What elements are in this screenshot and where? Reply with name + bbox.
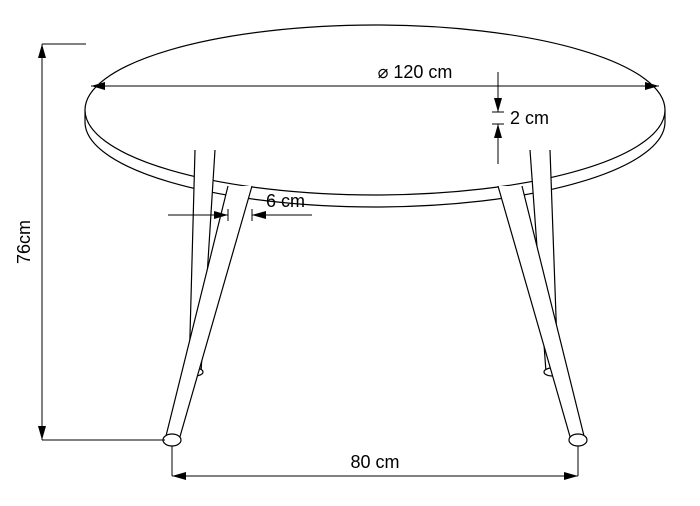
leg-front-left-foot	[163, 434, 181, 446]
dim-diameter-label: ⌀ 120 cm	[378, 62, 453, 82]
leg-front-right-foot	[569, 434, 587, 446]
dim-legspan-label: 80 cm	[350, 452, 399, 472]
dim-topthick-label: 2 cm	[510, 108, 549, 128]
dim-legwidth-label: 6 cm	[266, 191, 305, 211]
table-technical-drawing: ⌀ 120 cm 2 cm 76cm 6 cm 80 cm	[0, 0, 700, 506]
tabletop-ellipse	[85, 25, 665, 195]
dim-height-label: 76cm	[14, 220, 34, 264]
